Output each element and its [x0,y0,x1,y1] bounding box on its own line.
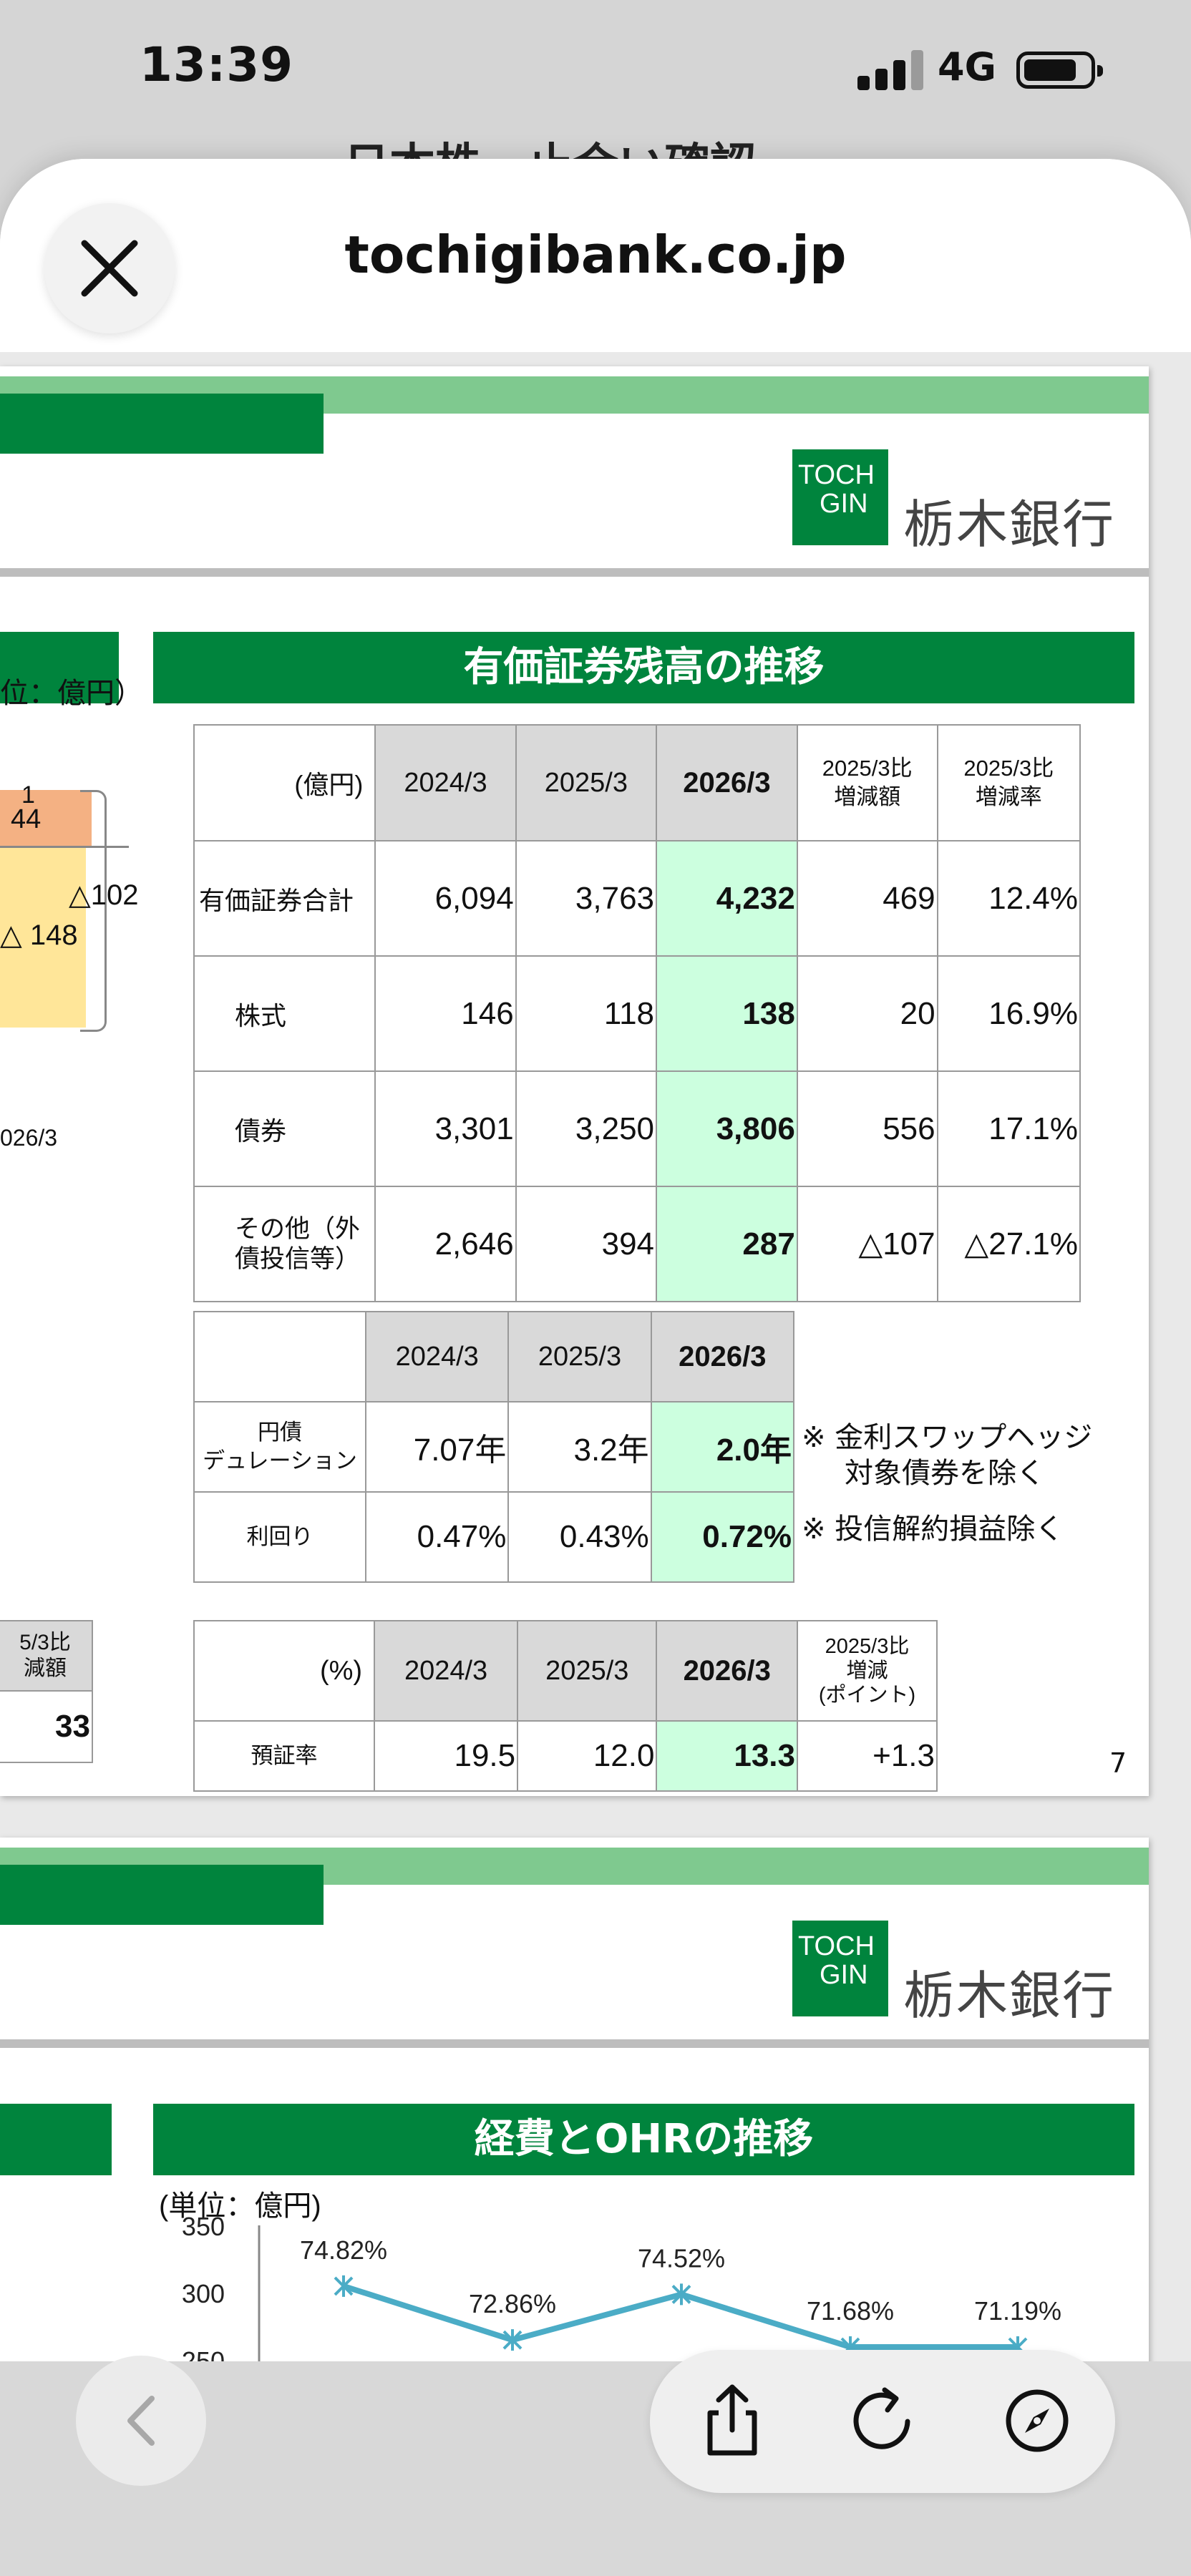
back-button[interactable] [76,2356,206,2486]
header-divider [0,2039,1149,2048]
battery-icon [1016,52,1103,89]
ohr-data-label: 72.86% [469,2289,556,2318]
waterfall-bracket [80,790,107,1032]
ohr-data-label: 74.82% [300,2235,387,2265]
close-icon [81,240,138,297]
reload-button[interactable] [843,2381,922,2460]
waterfall-bar-mid [0,847,86,1028]
back-chevron-icon [127,2396,155,2446]
note-fund-cancel: ※ 投信解約損益除く [802,1513,1064,1546]
waterfall-top-value-2: 44 [11,804,42,834]
page-number: 7 [1109,1747,1127,1779]
header-change-amount: 2025/3比 増減額 [796,724,938,841]
left-section-bar [0,2104,112,2175]
note-swap-hedge: ※ 金利スワップヘッジ [802,1421,1093,1454]
close-button[interactable] [44,203,175,333]
compass-icon [1006,2389,1069,2452]
logo-mark: TOCH GIN [792,1921,888,2016]
header-divider [0,568,1149,577]
page-url: tochigibank.co.jp [344,225,847,285]
status-time: 13:39 [140,37,294,92]
header-bar-dark [0,394,324,454]
share-icon [707,2384,757,2456]
waterfall-bar-top [0,790,92,847]
securities-balance-table: (億円) 2024/3 2025/3 2026/3 2025/3比 増減額 20… [193,724,1081,1302]
table-row: 有価証券合計 6,094 3,763 4,232 469 12.4% [193,840,1081,957]
duration-yield-table: 2024/3 2025/3 2026/3 円債 デュレーション 7.07年 3.… [193,1311,795,1583]
reload-icon [853,2387,910,2449]
pdf-viewer[interactable]: TOCH GIN 栃木銀行 有価証券残高の推移 位：億円） 1 44 △ 148… [0,352,1191,2489]
table-row: 円債 デュレーション 7.07年 3.2年 2.0年 [193,1401,795,1493]
sheet-header: tochigibank.co.jp [0,159,1191,352]
table-row: 預証率 19.5 12.0 13.3 +1.3 [193,1720,938,1792]
waterfall-total: △102 [69,879,139,911]
action-pill [650,2350,1115,2493]
left-unit-label: 位：億円） [0,678,143,709]
logo-name: 栃木銀行 [903,494,1116,555]
waterfall-baseline [0,846,129,848]
ohr-data-point [334,2275,354,2297]
network-type: 4G [938,44,996,89]
y-tick-label: 300 [182,2279,225,2308]
cellular-signal-icon [857,50,923,90]
table-row: 株式 146 118 138 20 16.9% [193,955,1081,1072]
safari-button[interactable] [998,2381,1076,2460]
bank-logo: TOCH GIN 栃木銀行 [792,1921,1114,2026]
table-row: 利回り 0.47% 0.43% 0.72% [193,1491,795,1583]
left-section-bar [0,632,119,703]
waterfall-axis-label: 026/3 [0,1125,58,1151]
note-swap-hedge-2: 対象債券を除く [845,1457,1045,1490]
pdf-page-7: TOCH GIN 栃木銀行 有価証券残高の推移 位：億円） 1 44 △ 148… [0,366,1149,1796]
table-row: 債券 3,301 3,250 3,806 556 17.1% [193,1070,1081,1187]
section-title-expenses-ohr: 経費とOHRの推移 [153,2104,1134,2175]
header-change-rate: 2025/3比 増減率 [936,724,1081,841]
header-bar-dark [0,1865,324,1925]
bank-logo: TOCH GIN 栃木銀行 [792,449,1114,555]
browser-sheet: tochigibank.co.jp TOCH GIN 栃木銀行 有価証券残高の推… [0,159,1191,2576]
logo-mark: TOCH GIN [792,449,888,545]
y-tick-label: 350 [182,2212,225,2241]
section-title-securities: 有価証券残高の推移 [153,632,1134,703]
ohr-data-point [671,2283,691,2306]
deposit-securities-ratio-table: (%) 2024/3 2025/3 2026/3 2025/3比 増減 (ポイン… [193,1620,938,1792]
waterfall-mid-value: △ 148 [0,919,78,951]
ohr-data-point [502,2329,522,2351]
share-button[interactable] [693,2381,772,2460]
ohr-data-label: 74.52% [638,2243,725,2273]
left-table-fragment: 5/3比 減額 33 [0,1620,93,1763]
waterfall-top-value-1: 1 [21,781,35,809]
ohr-data-label: 71.19% [974,2296,1061,2326]
table-row: その他（外債投信等） 2,646 394 287 △107 △27.1% [193,1186,1081,1302]
ohr-data-label: 71.68% [807,2296,894,2326]
chart-unit-label: (単位：億円) [159,2190,321,2222]
logo-name: 栃木銀行 [903,1966,1116,2026]
status-bar: 13:39 4G [0,0,1191,143]
